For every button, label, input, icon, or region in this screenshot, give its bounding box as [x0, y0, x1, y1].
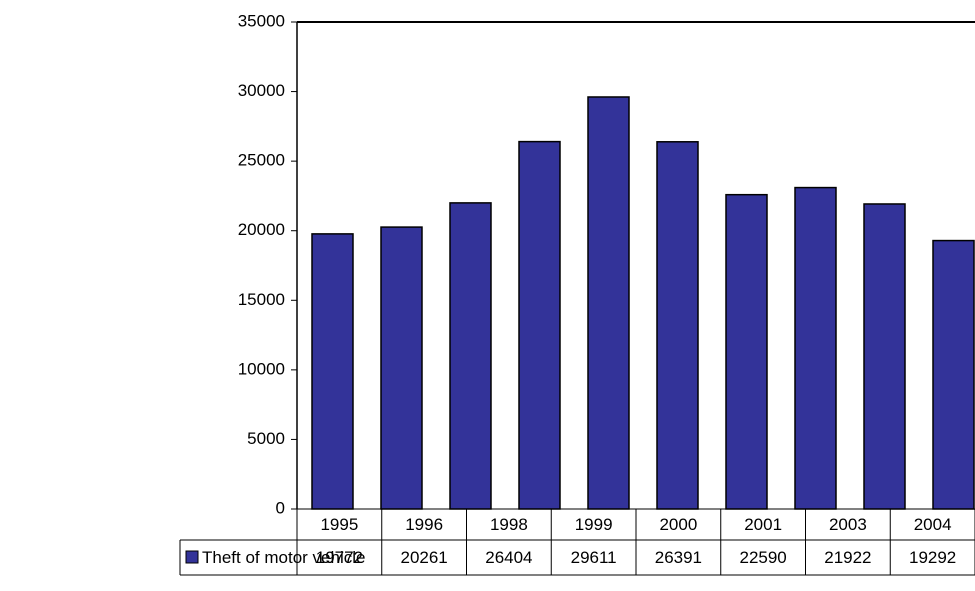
x-tick-label: 2004 [914, 515, 952, 534]
x-tick-label: 2001 [744, 515, 782, 534]
bar [932, 239, 975, 510]
bar [311, 233, 354, 510]
table-value: 26391 [655, 548, 702, 567]
table-value: 22590 [739, 548, 786, 567]
table-value: 29611 [571, 548, 617, 567]
bar [518, 140, 561, 510]
table-value: 20261 [400, 548, 447, 567]
table-value: 19292 [909, 548, 956, 567]
legend-swatch [185, 550, 199, 564]
bar [794, 186, 837, 510]
y-tick-label: 10000 [238, 359, 285, 378]
table-value: 19772 [316, 548, 363, 567]
legend-label: Theft of motor vehicle [202, 548, 365, 567]
bar [656, 141, 699, 510]
x-tick-label: 2003 [829, 515, 867, 534]
table-value: 26404 [485, 548, 532, 567]
y-tick-label: 25000 [238, 151, 285, 170]
x-tick-label: 1999 [575, 515, 613, 534]
bar [587, 96, 630, 510]
bar [380, 226, 423, 510]
y-tick-label: 5000 [247, 429, 285, 448]
x-tick-label: 1998 [490, 515, 528, 534]
y-tick-label: 35000 [238, 11, 285, 30]
y-tick-label: 20000 [238, 220, 285, 239]
x-tick-label: 1996 [405, 515, 443, 534]
x-tick-label: 2000 [659, 515, 697, 534]
y-tick-label: 0 [276, 498, 285, 517]
table-value: 21922 [824, 548, 871, 567]
x-tick-label: 1995 [320, 515, 358, 534]
y-tick-label: 30000 [238, 81, 285, 100]
y-tick-label: 15000 [238, 290, 285, 309]
bar [863, 203, 906, 510]
bar [449, 202, 492, 510]
bar [725, 193, 768, 510]
